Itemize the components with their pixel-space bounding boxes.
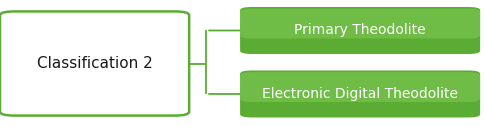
- Text: Primary Theodolite: Primary Theodolite: [294, 23, 425, 37]
- FancyBboxPatch shape: [240, 7, 479, 54]
- Text: Electronic Digital Theodolite: Electronic Digital Theodolite: [261, 87, 457, 101]
- FancyBboxPatch shape: [240, 70, 479, 117]
- FancyBboxPatch shape: [240, 72, 479, 102]
- FancyBboxPatch shape: [240, 9, 479, 38]
- FancyBboxPatch shape: [0, 11, 189, 116]
- Text: Classification 2: Classification 2: [37, 56, 152, 71]
